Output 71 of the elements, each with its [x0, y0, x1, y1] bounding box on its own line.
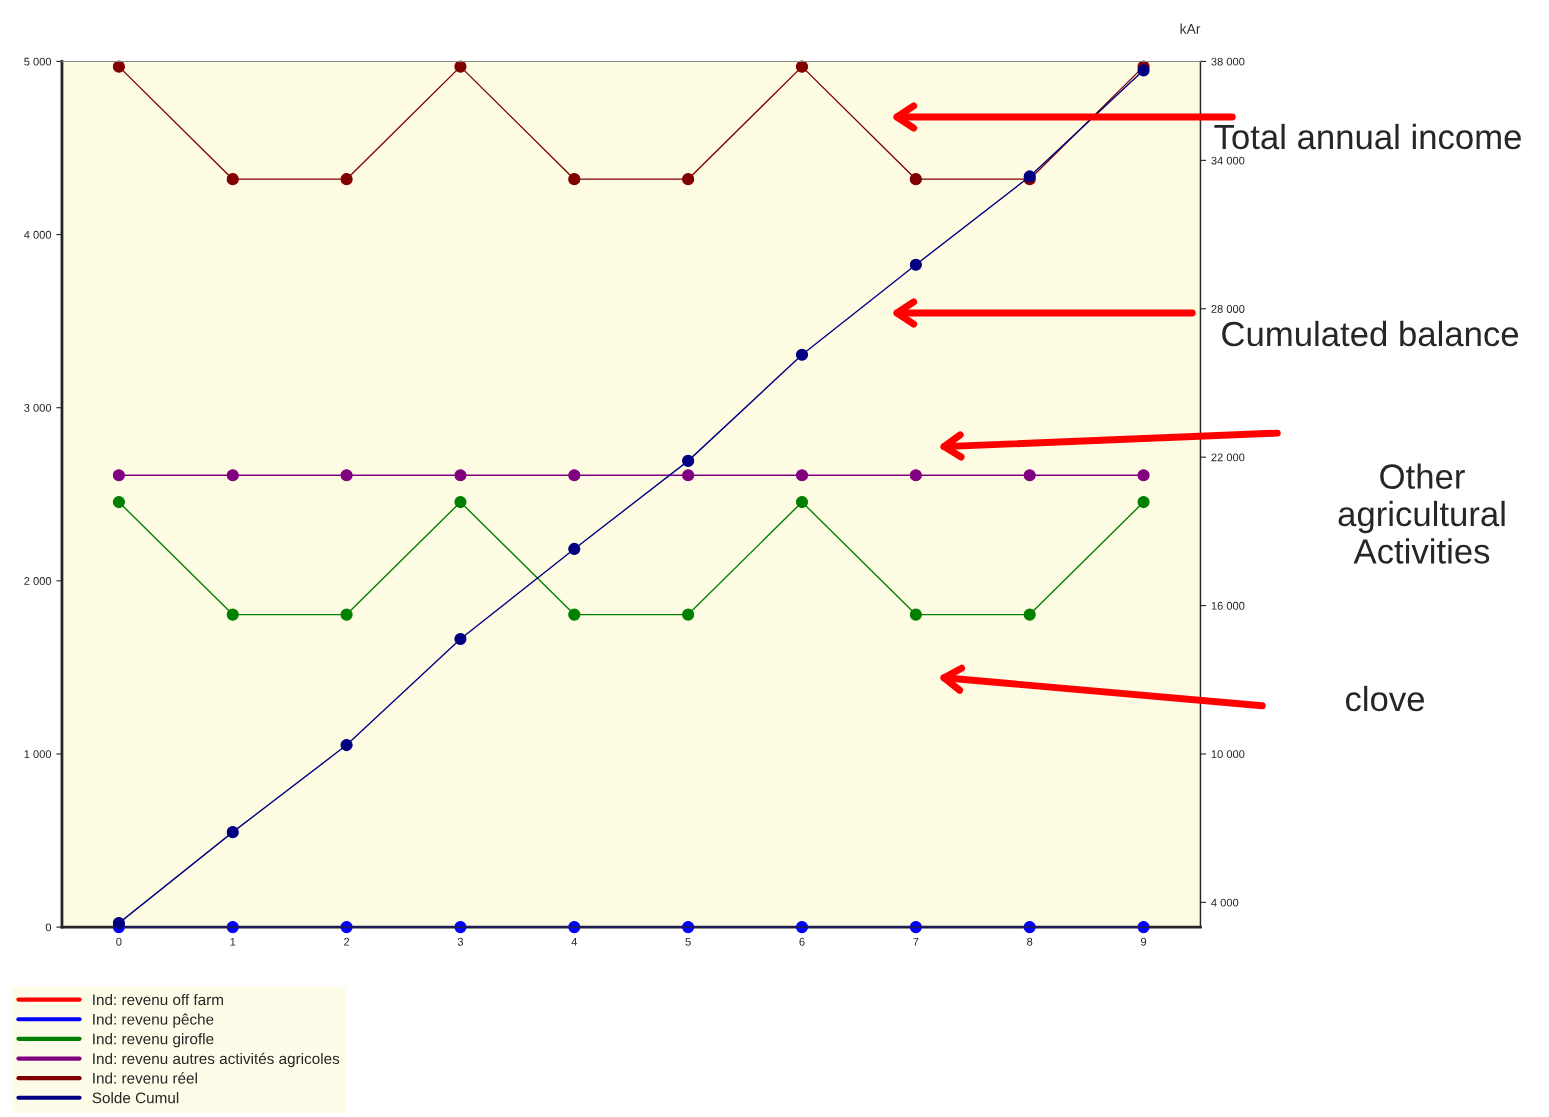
- y2-tick-label: 22 000: [1211, 453, 1245, 462]
- point: [1137, 469, 1150, 482]
- point: [568, 173, 581, 186]
- point: [1137, 495, 1150, 509]
- legend-label: Solde Cumul: [92, 1092, 179, 1104]
- point: [909, 173, 922, 186]
- legend-label: Ind: revenu pêche: [93, 1013, 214, 1028]
- point: [568, 608, 581, 621]
- x-tick-label: 3: [457, 937, 464, 946]
- point: [909, 608, 922, 621]
- y2-tick-label: 16 000: [1211, 601, 1245, 610]
- x-tick-label: 9: [1140, 937, 1147, 946]
- point: [1137, 64, 1150, 77]
- point: [454, 495, 467, 509]
- x-tick-label: 1: [230, 937, 236, 946]
- legend-label: Ind: revenu off farm: [93, 993, 223, 1006]
- legend-label: Ind: revenu réel: [93, 1072, 197, 1084]
- point: [226, 469, 239, 482]
- x-tick-label: 5: [685, 937, 691, 946]
- point: [682, 469, 695, 482]
- y2-tick-label: 34 000: [1211, 156, 1245, 165]
- point: [909, 258, 922, 271]
- text: clove: [1345, 685, 1424, 712]
- point: [1023, 608, 1036, 621]
- y-tick-label: 1 000: [24, 750, 52, 759]
- x-tick-label: 2: [344, 937, 350, 946]
- point: [112, 60, 125, 73]
- point: [795, 495, 809, 509]
- point: [795, 60, 809, 73]
- x-tick-label: 7: [913, 937, 919, 946]
- legend-label: Ind: revenu girofle: [93, 1033, 214, 1048]
- x-tick-label: 8: [1027, 937, 1033, 946]
- point: [568, 469, 581, 482]
- y-tick-label: 5 000: [24, 57, 52, 66]
- x-tick-label: 6: [799, 937, 805, 946]
- y2-tick-label: 28 000: [1211, 305, 1245, 313]
- x-tick-label: 0: [116, 937, 122, 946]
- point: [682, 608, 695, 621]
- y2-axis-title: kAr: [1180, 23, 1201, 34]
- y2-tick-label: 38 000: [1211, 57, 1245, 66]
- point: [682, 454, 695, 467]
- legend-label: Ind: revenu autres activités agricoles: [93, 1052, 340, 1068]
- y2-tick-label: 10 000: [1211, 750, 1245, 759]
- point: [682, 173, 695, 186]
- point: [112, 917, 125, 930]
- point: [795, 469, 809, 482]
- point: [340, 739, 353, 752]
- point: [568, 542, 581, 556]
- y-tick-label: 3 000: [24, 403, 52, 412]
- point: [226, 608, 239, 621]
- x-tick-label: 4: [571, 937, 578, 946]
- y-tick-label: 0: [45, 923, 52, 932]
- y2-tick-label: 4 000: [1211, 898, 1239, 907]
- text: Other agricultural Activities: [1338, 463, 1505, 564]
- point: [454, 469, 467, 482]
- point: [226, 826, 239, 839]
- text: Cumulated balance: [1222, 320, 1519, 347]
- point: [112, 495, 125, 509]
- point: [112, 469, 125, 482]
- point: [340, 469, 353, 482]
- point: [340, 608, 353, 621]
- point: [454, 60, 467, 73]
- point: [454, 632, 467, 646]
- point: [340, 173, 353, 186]
- y-tick-label: 2 000: [24, 577, 52, 585]
- y-tick-label: 4 000: [24, 230, 52, 239]
- point: [795, 348, 809, 361]
- text: Total annual income: [1214, 123, 1521, 150]
- point: [226, 173, 239, 186]
- point: [1023, 469, 1036, 482]
- point: [909, 469, 922, 482]
